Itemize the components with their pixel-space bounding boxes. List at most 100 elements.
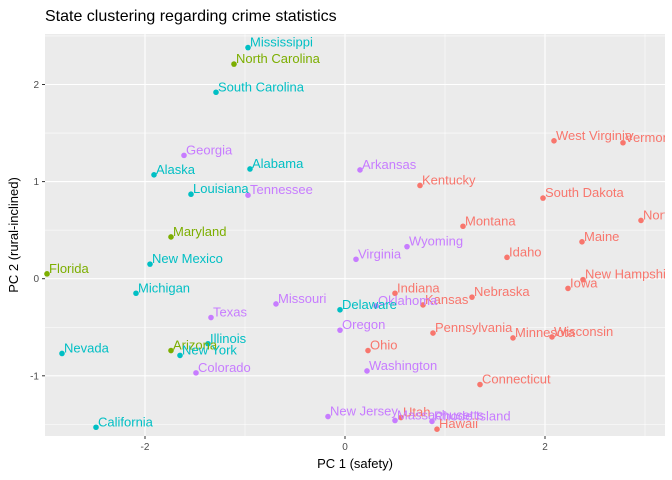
data-point	[580, 276, 586, 283]
point-label: North Carolina	[236, 51, 321, 66]
point-label: Florida	[49, 261, 90, 276]
data-point	[565, 285, 571, 292]
data-point	[373, 303, 379, 309]
point-label: Massachusetts	[397, 407, 484, 422]
data-points	[44, 44, 644, 433]
point-label: Oregon	[342, 317, 385, 332]
data-point	[44, 271, 50, 277]
data-point	[353, 256, 359, 263]
data-point	[273, 301, 279, 307]
data-point	[460, 223, 466, 230]
data-point	[392, 290, 398, 297]
point-label: New York	[182, 342, 237, 357]
data-point	[337, 306, 343, 313]
point-label: Maryland	[173, 224, 226, 239]
point-label: Wyoming	[409, 234, 463, 249]
point-label: Texas	[213, 305, 247, 320]
data-point	[392, 417, 398, 424]
point-label: North Dakota	[643, 207, 672, 222]
data-point	[417, 182, 423, 189]
x-tick-label: 2	[542, 442, 548, 453]
point-label: Connecticut	[482, 372, 551, 387]
point-label: Minnesota	[515, 325, 576, 340]
point-label: West Virginia	[556, 128, 633, 143]
data-point	[245, 44, 251, 51]
point-label: Montana	[465, 213, 516, 228]
point-label: Nebraska	[474, 284, 530, 299]
data-point	[504, 254, 510, 261]
point-label: Michigan	[138, 280, 190, 295]
data-point	[168, 234, 174, 240]
point-label: Washington	[369, 358, 437, 373]
point-label: Pennsylvania	[435, 320, 513, 335]
x-tick-label: 0	[342, 442, 348, 453]
data-point	[364, 368, 370, 374]
point-label: Georgia	[186, 142, 233, 157]
y-axis-title: PC 2 (rural-inclined)	[6, 177, 21, 293]
data-point	[365, 347, 371, 354]
point-label: Idaho	[509, 244, 542, 259]
y-tick-label: 0	[33, 274, 39, 285]
data-point	[325, 413, 331, 420]
data-point	[208, 314, 214, 321]
data-point	[151, 171, 157, 178]
point-label: Delaware	[342, 297, 397, 312]
data-point	[247, 166, 253, 172]
point-label: Tennessee	[250, 182, 313, 197]
point-label: Colorado	[198, 360, 251, 375]
y-axis: -1 0 1 2	[30, 80, 45, 382]
point-label: New Hampshire	[585, 267, 672, 282]
data-point	[549, 334, 555, 340]
data-point	[638, 217, 644, 224]
point-label: Iowa	[570, 275, 598, 290]
point-label: Hawaii	[439, 416, 478, 431]
point-label: Arkansas	[362, 157, 417, 172]
x-tick-label: -2	[141, 442, 150, 453]
point-label: Mississippi	[250, 35, 313, 50]
y-tick-label: 2	[33, 80, 39, 91]
point-label: Oklahoma	[378, 293, 438, 308]
data-point	[477, 381, 483, 388]
data-point	[231, 61, 237, 67]
point-label: Illinois	[210, 331, 247, 346]
point-label: Rhode Island	[434, 408, 511, 423]
point-label: South Carolina	[218, 79, 305, 94]
data-point	[420, 302, 426, 308]
point-label: Utah	[403, 405, 430, 420]
point-label: Maine	[584, 229, 619, 244]
point-label: Louisiana	[193, 181, 249, 196]
data-point	[213, 89, 219, 96]
data-point	[357, 167, 363, 173]
data-point	[181, 152, 187, 159]
data-point	[147, 261, 153, 267]
point-label: Kansas	[425, 292, 469, 307]
point-label: Vermont	[625, 130, 672, 145]
data-point	[188, 191, 194, 198]
point-label: New Jersey	[330, 404, 398, 419]
x-axis: -2 0 2	[141, 436, 548, 453]
data-point	[168, 347, 174, 354]
data-point	[133, 290, 139, 297]
data-point	[193, 370, 199, 376]
data-point	[404, 243, 410, 250]
point-label: South Dakota	[545, 185, 625, 200]
data-point	[620, 139, 626, 146]
data-point	[177, 352, 183, 359]
data-point	[579, 238, 585, 245]
point-label: Ohio	[370, 338, 397, 353]
grid	[45, 34, 665, 436]
data-point	[434, 426, 440, 433]
point-label: Alabama	[252, 156, 304, 171]
data-point	[205, 340, 211, 347]
point-label: New Mexico	[152, 251, 223, 266]
point-label: Missouri	[278, 291, 327, 306]
data-point	[540, 195, 546, 201]
data-point	[398, 414, 404, 421]
data-point	[469, 294, 475, 300]
y-tick-label: 1	[33, 177, 39, 188]
point-label: Alaska	[156, 162, 196, 177]
point-label: California	[98, 414, 154, 429]
data-point	[510, 335, 516, 341]
